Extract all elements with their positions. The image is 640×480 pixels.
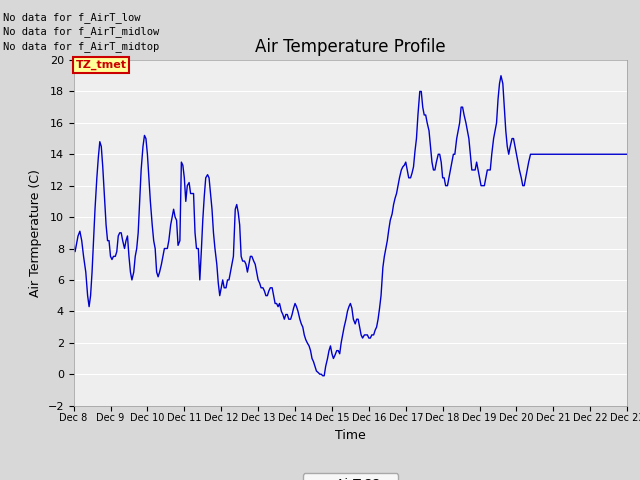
Text: No data for f_AirT_low: No data for f_AirT_low bbox=[3, 12, 141, 23]
Title: Air Temperature Profile: Air Temperature Profile bbox=[255, 37, 445, 56]
X-axis label: Time: Time bbox=[335, 429, 366, 442]
Text: No data for f_AirT_midlow: No data for f_AirT_midlow bbox=[3, 26, 159, 37]
Text: No data for f_AirT_midtop: No data for f_AirT_midtop bbox=[3, 41, 159, 52]
Text: TZ_tmet: TZ_tmet bbox=[76, 60, 127, 70]
Legend: AirT 22m: AirT 22m bbox=[303, 473, 398, 480]
Y-axis label: Air Termperature (C): Air Termperature (C) bbox=[29, 169, 42, 297]
